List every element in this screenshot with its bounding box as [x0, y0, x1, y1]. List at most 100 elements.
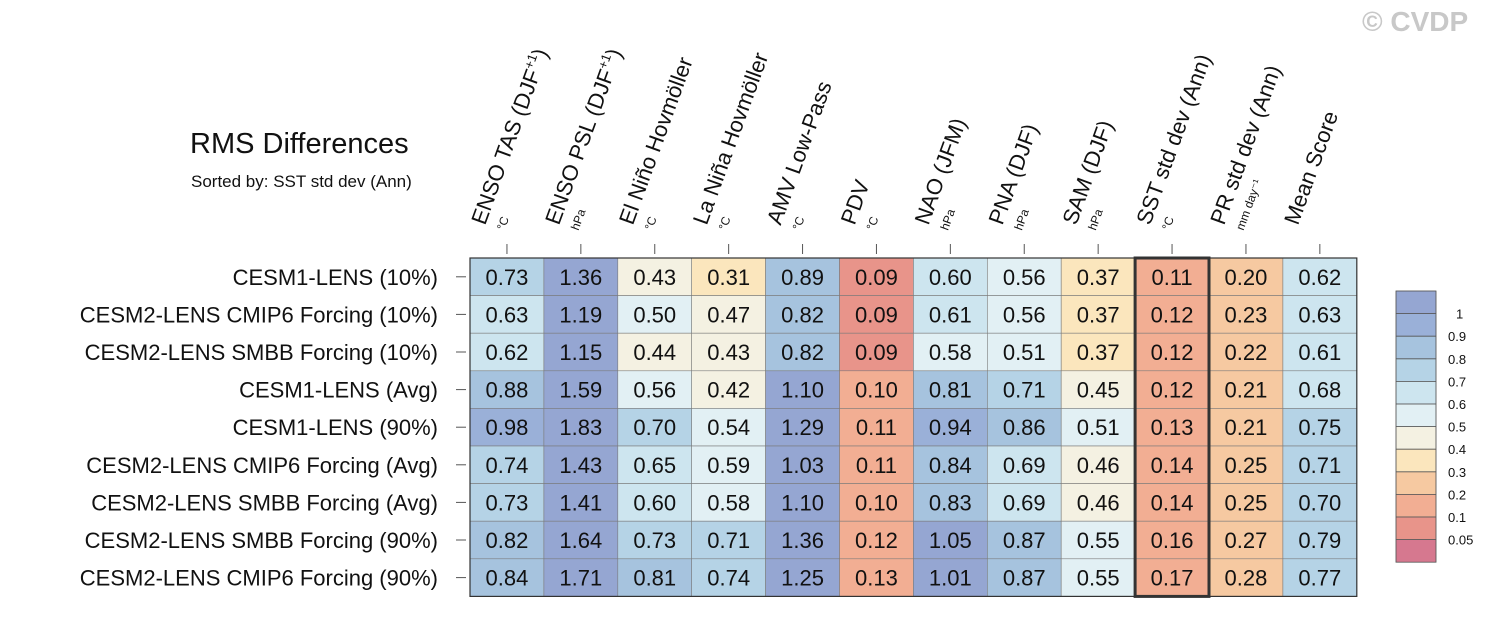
column-unit: hPa — [1011, 207, 1032, 232]
cell-value: 0.60 — [633, 490, 676, 515]
heatmap-cell — [986, 408, 1062, 447]
row-label: CESM2-LENS SMBB Forcing (90%) — [85, 528, 438, 553]
legend-tick-label: 0.8 — [1448, 352, 1466, 367]
heatmap-cell — [839, 408, 914, 447]
cell-value: 0.54 — [707, 415, 750, 440]
cell-value: 0.51 — [1003, 340, 1046, 365]
heatmap-cell — [1060, 370, 1136, 409]
cell-value: 0.12 — [855, 528, 898, 553]
cell-value: 0.61 — [929, 302, 972, 327]
column-unit: hPa — [568, 207, 589, 232]
cell-value: 0.25 — [1225, 453, 1268, 478]
heatmap-cell — [1208, 295, 1284, 334]
column-unit: °C — [864, 214, 882, 232]
legend-tick-label: 0.5 — [1448, 420, 1466, 435]
cell-value: 0.21 — [1225, 415, 1268, 440]
row-label: CESM2-LENS CMIP6 Forcing (10%) — [80, 302, 438, 327]
heatmap-cell — [617, 483, 692, 522]
column-unit: °C — [1159, 214, 1177, 232]
cell-value: 0.75 — [1298, 415, 1341, 440]
heatmap-cell — [469, 332, 545, 372]
heatmap-cell — [1060, 332, 1136, 372]
heatmap-cell — [839, 483, 914, 522]
heatmap-cell — [469, 370, 545, 409]
cell-value: 0.11 — [1151, 265, 1192, 290]
cell-value: 0.82 — [486, 528, 529, 553]
heatmap-cell — [986, 483, 1062, 522]
cell-value: 0.62 — [1298, 265, 1341, 290]
cell-value: 0.46 — [1077, 453, 1120, 478]
cell-value: 1.36 — [559, 265, 602, 290]
column-label: AMV Low-Pass — [762, 78, 837, 228]
cell-value: 0.56 — [633, 378, 676, 403]
heatmap-cell — [469, 408, 545, 447]
cell-value: 0.74 — [486, 453, 529, 478]
cell-value: 1.25 — [781, 566, 824, 591]
heatmap-cell — [1060, 445, 1136, 484]
legend-swatch — [1395, 494, 1437, 518]
column-label: PNA (DJF) — [983, 120, 1042, 227]
heatmap-cell — [691, 408, 766, 447]
column-label: SAM (DJF) — [1057, 117, 1118, 228]
column-unit: °C — [642, 214, 660, 232]
cell-value: 0.88 — [486, 378, 529, 403]
cell-value: 1.10 — [781, 490, 824, 515]
cell-value: 0.46 — [1077, 490, 1120, 515]
legend-swatch — [1395, 381, 1437, 405]
heatmap-cell — [1208, 257, 1284, 296]
cell-value: 0.87 — [1003, 528, 1046, 553]
heatmap-cell — [986, 257, 1062, 296]
column-label: Mean Score — [1279, 108, 1343, 228]
heatmap-cell — [1282, 520, 1358, 560]
column-unit: °C — [716, 214, 734, 232]
heatmap-cell — [691, 520, 766, 560]
heatmap-cell — [1060, 483, 1136, 522]
cell-value: 0.71 — [707, 528, 750, 553]
heatmap-cell — [765, 558, 840, 597]
legend-tick-label: 0.7 — [1448, 374, 1466, 389]
cell-value: 0.84 — [486, 566, 529, 591]
cell-value: 0.61 — [1298, 340, 1341, 365]
cell-value: 0.37 — [1077, 302, 1120, 327]
heatmap-cell — [543, 558, 619, 597]
cell-value: 0.17 — [1151, 566, 1194, 591]
column-label: ENSO TAS (DJF+1) — [465, 45, 553, 228]
heatmap-cell — [765, 520, 840, 560]
cell-value: 0.12 — [1151, 302, 1194, 327]
legend-tick-label: 0.9 — [1448, 329, 1466, 344]
legend-swatch — [1395, 426, 1437, 450]
cell-value: 0.47 — [707, 302, 750, 327]
cell-value: 1.29 — [781, 415, 824, 440]
heatmap-cell — [839, 520, 914, 560]
cell-value: 0.68 — [1298, 378, 1341, 403]
heatmap-cell — [1208, 370, 1284, 409]
cell-value: 0.83 — [929, 490, 972, 515]
heatmap-cell — [691, 558, 766, 597]
cell-value: 0.77 — [1298, 566, 1341, 591]
cell-value: 0.56 — [1003, 302, 1046, 327]
cell-value: 0.23 — [1225, 302, 1268, 327]
cell-value: 0.87 — [1003, 566, 1046, 591]
cell-value: 0.22 — [1225, 340, 1268, 365]
column-label: SST std dev (Ann) — [1131, 51, 1216, 228]
heatmap-cell — [469, 295, 545, 334]
legend-swatch — [1395, 358, 1437, 382]
legend-swatch — [1395, 539, 1437, 563]
cell-value: 0.81 — [929, 378, 972, 403]
heatmap-cell — [1208, 408, 1284, 447]
chart-subtitle: Sorted by: SST std dev (Ann) — [191, 172, 412, 191]
cell-value: 0.45 — [1077, 378, 1120, 403]
heatmap-cell — [913, 445, 988, 484]
cell-value: 0.58 — [707, 490, 750, 515]
heatmap-cell — [1282, 558, 1358, 597]
row-label: CESM1-LENS (90%) — [233, 415, 438, 440]
cell-value: 0.10 — [855, 490, 898, 515]
cell-value: 1.01 — [929, 566, 972, 591]
heatmap-cell — [691, 332, 766, 372]
cell-value: 0.84 — [929, 453, 972, 478]
cell-value: 0.60 — [929, 265, 972, 290]
cell-value: 0.37 — [1077, 265, 1120, 290]
column-label: ENSO PSL (DJF+1) — [539, 45, 627, 228]
heatmap-cell — [617, 295, 692, 334]
heatmap-cell — [1134, 408, 1210, 447]
